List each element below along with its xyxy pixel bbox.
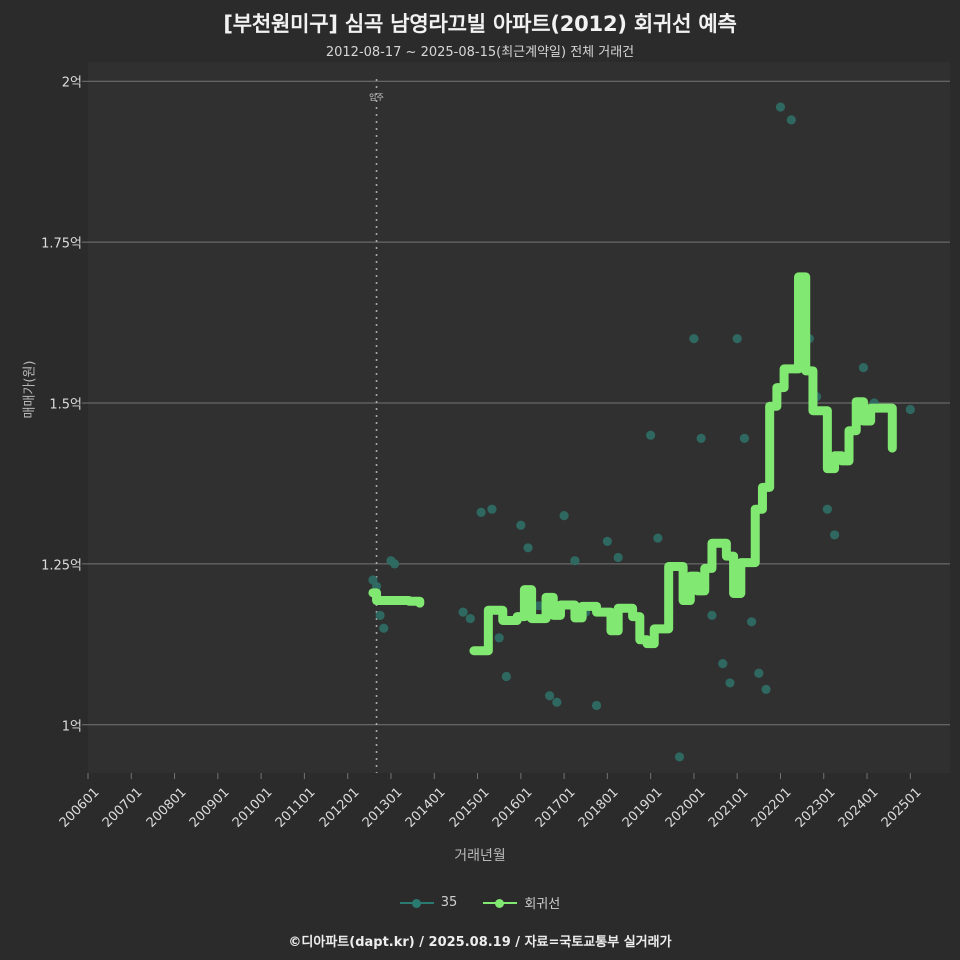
legend-swatch-icon	[483, 897, 518, 909]
scatter-point	[494, 633, 504, 643]
legend-item-0[interactable]: 35	[399, 895, 458, 910]
scatter-point	[905, 404, 915, 415]
y-axis-title: 매매가(원)	[22, 360, 38, 419]
scatter-point	[747, 617, 757, 627]
scatter-point	[786, 115, 796, 125]
regression-line-segment	[469, 272, 897, 656]
scatter-point	[458, 607, 468, 617]
scatter-point	[476, 507, 486, 518]
scatter-point	[552, 697, 562, 707]
plot-background	[88, 62, 950, 773]
scatter-point	[707, 610, 717, 620]
scatter-point	[739, 433, 750, 444]
y-tick-label: 1.75억	[41, 236, 82, 252]
scatter-point	[487, 504, 497, 514]
y-tick-label: 1.5억	[49, 397, 82, 413]
scatter-point	[653, 533, 663, 543]
scatter-point	[379, 623, 389, 633]
scatter-series-35	[368, 102, 915, 762]
footer-credit: ©디아파트(dapt.kr) / 2025.08.19 / 자료=국토교통부 실…	[288, 935, 672, 950]
scatter-point	[696, 433, 706, 444]
scatter-point	[754, 668, 764, 678]
scatter-point	[761, 684, 771, 694]
legend-swatch-icon	[399, 897, 434, 909]
scatter-point	[591, 700, 602, 711]
y-tick-label: 1억	[61, 719, 82, 735]
legend-label: 35	[440, 895, 458, 910]
scatter-point	[829, 530, 840, 540]
scatter-point	[725, 678, 735, 688]
scatter-point	[718, 659, 728, 669]
move-in-marker-label: 입주	[369, 93, 384, 102]
scatter-point	[501, 671, 511, 682]
scatter-point	[523, 543, 533, 553]
scatter-point	[389, 559, 400, 569]
scatter-point	[559, 511, 569, 521]
legend-item-1[interactable]: 회귀선	[483, 893, 560, 912]
regression-line	[368, 272, 897, 656]
scatter-point	[375, 610, 385, 620]
scatter-point	[689, 334, 699, 344]
y-axis-ticks: 2억 1.75억 1.5억 1.25억 1억	[0, 0, 82, 960]
scatter-point	[858, 363, 869, 373]
scatter-point	[822, 504, 832, 514]
y-tick-label: 2억	[61, 75, 82, 91]
scatter-point	[534, 601, 544, 611]
page-title: [부천원미구] 심곡 남영라끄빌 아파트(2012) 회귀선 예측	[223, 12, 737, 36]
scatter-point	[602, 536, 612, 546]
legend-label: 회귀선	[524, 897, 561, 912]
scatter-point	[775, 102, 786, 112]
scatter-point	[465, 613, 475, 624]
y-tick-label: 1.25억	[41, 558, 82, 574]
scatter-point	[516, 520, 526, 530]
scatter-point	[545, 691, 555, 701]
scatter-point	[570, 556, 580, 566]
chart-subtitle: 2012-08-17 ~ 2025-08-15(최근계약일) 전체 거래건	[325, 45, 635, 60]
chart-legend: 35 회귀선	[0, 893, 960, 912]
scatter-point	[732, 334, 742, 344]
scatter-point	[674, 752, 685, 762]
scatter-point	[646, 430, 656, 440]
scatter-point	[613, 552, 623, 563]
regression-line-segment	[368, 588, 425, 608]
x-axis-title: 거래년월	[454, 848, 506, 864]
